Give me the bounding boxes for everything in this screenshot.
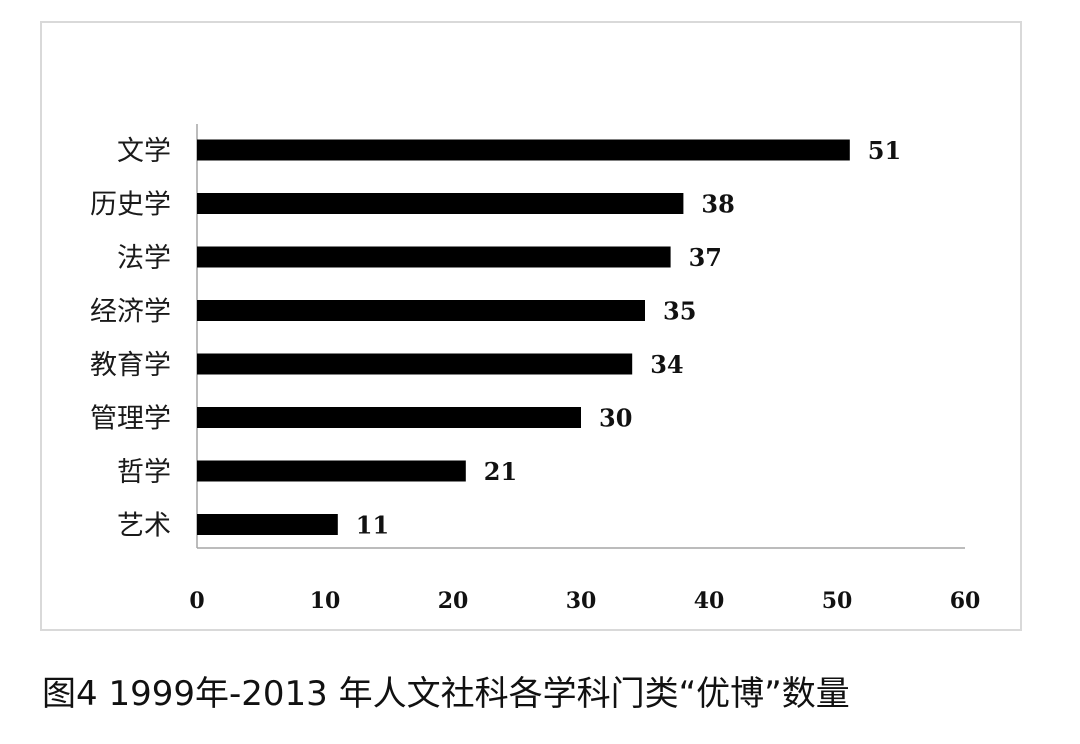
- x-tick-label: 40: [694, 588, 725, 614]
- bar: [197, 407, 581, 428]
- category-label: 哲学: [117, 457, 171, 488]
- data-label: 37: [689, 243, 722, 272]
- x-tick-label: 0: [189, 588, 204, 614]
- category-label: 经济学: [90, 297, 171, 328]
- x-tick-label: 30: [566, 588, 597, 614]
- data-label: 38: [701, 190, 734, 219]
- category-label: 历史学: [90, 190, 171, 221]
- bar: [197, 460, 466, 482]
- bar: [197, 193, 684, 214]
- data-label: 30: [599, 404, 632, 433]
- data-label: 51: [868, 136, 901, 165]
- category-label: 艺术: [117, 511, 171, 542]
- bar: [197, 246, 671, 268]
- category-label: 管理学: [90, 404, 171, 435]
- x-tick-label: 10: [310, 588, 341, 614]
- data-label: 34: [650, 350, 683, 379]
- x-tick-label: 20: [438, 588, 469, 614]
- x-tick-label: 60: [950, 588, 981, 614]
- data-label: 11: [356, 511, 389, 540]
- bar: [197, 353, 633, 375]
- category-label: 文学: [117, 136, 171, 167]
- data-label: 35: [663, 297, 696, 326]
- x-tick-label: 50: [822, 588, 853, 614]
- category-label: 法学: [117, 243, 171, 274]
- bar: [197, 514, 338, 535]
- figure-caption: 图4 1999年-2013 年人文社科各学科门类“优博”数量: [42, 674, 850, 714]
- category-label: 教育学: [90, 350, 171, 381]
- bar: [197, 139, 850, 161]
- data-label: 21: [484, 457, 517, 486]
- bar: [197, 300, 645, 321]
